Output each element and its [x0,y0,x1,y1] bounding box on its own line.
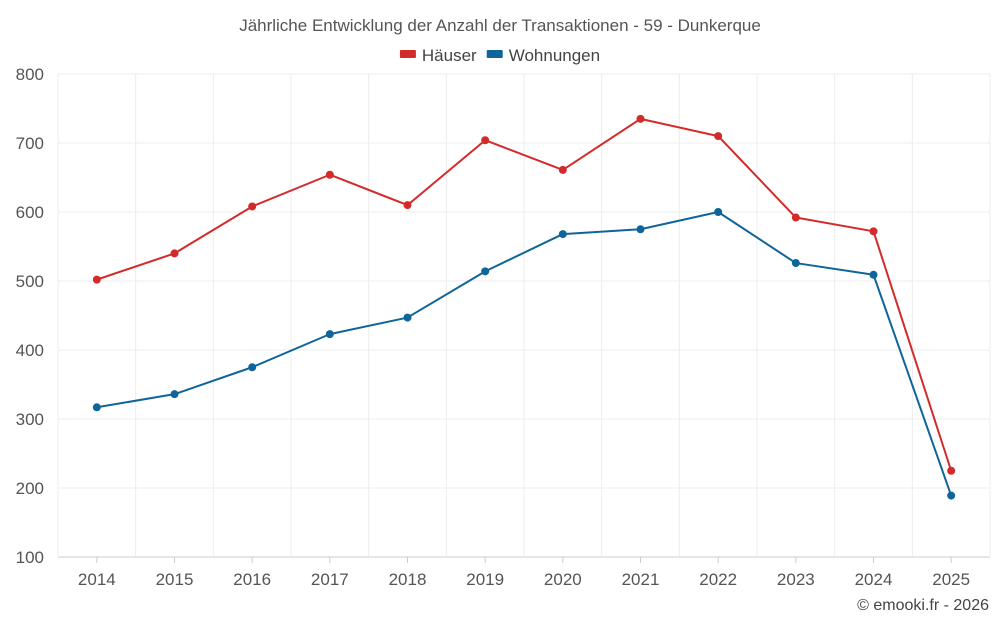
data-point[interactable] [403,201,412,210]
x-tick-label: 2020 [544,570,582,589]
data-point[interactable] [947,491,956,500]
data-point[interactable] [791,213,800,222]
y-tick-label: 800 [16,65,44,84]
x-tick-label: 2024 [855,570,893,589]
x-tick-label: 2015 [156,570,194,589]
y-tick-label: 300 [16,410,44,429]
chart-title: Jährliche Entwicklung der Anzahl der Tra… [239,16,761,35]
legend: Häuser Wohnungen [399,46,600,65]
data-point[interactable] [248,202,257,211]
legend-label: Wohnungen [509,46,600,65]
x-axis-ticks: 2014 2015 2016 2017 2018 2019 2020 2021 2022 2023… [78,557,970,589]
x-tick-label: 2022 [699,570,737,589]
credit-text: © emooki.fr - 2026 [857,597,989,614]
x-tick-label: 2023 [777,570,815,589]
data-point[interactable] [869,227,878,236]
x-tick-label: 2018 [389,570,427,589]
data-point[interactable] [403,313,412,322]
legend-item[interactable]: Häuser [399,46,477,65]
data-point[interactable] [481,136,490,145]
y-axis-ticks: 100 200 300 400 500 600 700 800 [16,65,44,567]
legend-swatch [486,50,503,58]
y-tick-label: 600 [16,203,44,222]
series-0 [92,114,956,475]
y-tick-label: 500 [16,272,44,291]
data-point[interactable] [325,330,334,339]
y-tick-label: 400 [16,341,44,360]
data-point[interactable] [636,114,645,123]
data-point[interactable] [714,208,723,216]
series-1 [92,208,956,500]
x-tick-label: 2017 [311,570,349,589]
legend-label: Häuser [422,46,477,65]
data-point[interactable] [481,267,490,276]
x-tick-label: 2021 [622,570,660,589]
x-tick-label: 2025 [932,570,970,589]
series-layer [92,114,956,500]
data-point[interactable] [92,403,101,412]
data-point[interactable] [558,165,567,174]
data-point[interactable] [92,275,101,284]
x-tick-label: 2014 [78,570,116,589]
data-point[interactable] [170,390,179,399]
data-point[interactable] [170,249,179,258]
x-tick-label: 2016 [233,570,271,589]
data-point[interactable] [947,466,956,475]
data-point[interactable] [558,230,567,239]
data-point[interactable] [636,225,645,234]
series-line [96,117,953,472]
y-tick-label: 100 [16,548,44,567]
x-tick-label: 2019 [466,570,504,589]
data-point[interactable] [714,132,723,141]
data-point[interactable] [791,259,800,268]
data-point[interactable] [325,170,334,179]
series-line [96,211,953,496]
legend-swatch [399,50,416,58]
data-point[interactable] [869,270,878,279]
y-tick-label: 200 [16,479,44,498]
legend-item[interactable]: Wohnungen [486,46,600,65]
y-tick-label: 700 [16,134,44,153]
grid-lines [57,73,991,558]
data-point[interactable] [248,363,257,372]
